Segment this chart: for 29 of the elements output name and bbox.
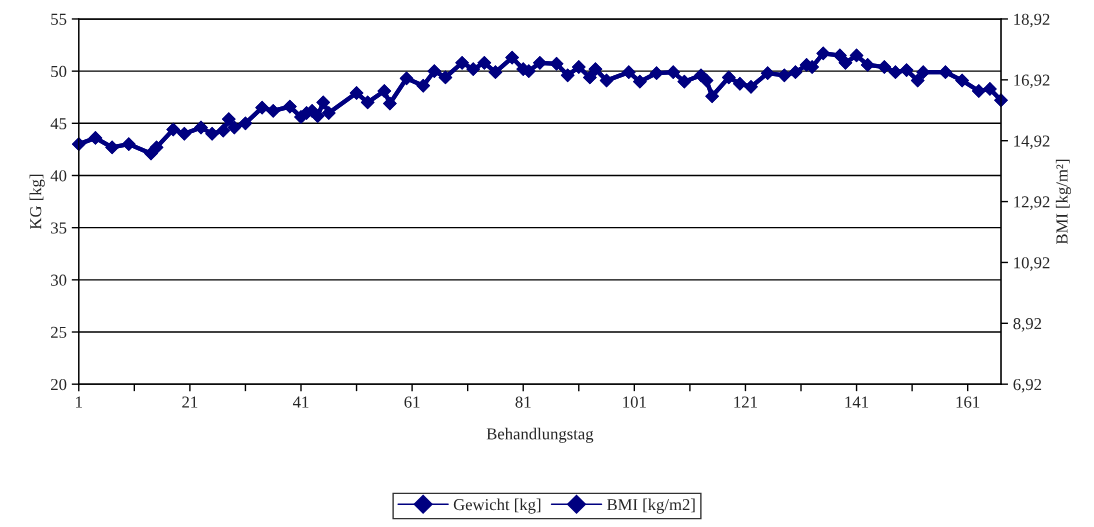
y-tick-label: 35 xyxy=(51,222,67,234)
y2-axis-title: BMI [kg/m²] xyxy=(1055,159,1072,245)
x-tick-label: 161 xyxy=(956,396,980,408)
y-tick-label: 25 xyxy=(51,326,67,338)
legend-label: Gewicht [kg] xyxy=(453,498,541,514)
y-tick-label: 20 xyxy=(51,378,67,391)
legend-label: BMI [kg/m2] xyxy=(607,498,695,514)
y2-tick-label: 12,92 xyxy=(1014,196,1050,210)
y2-tick-label: 18,92 xyxy=(1014,13,1050,28)
y2-tick-label: 14,92 xyxy=(1014,135,1050,150)
y-tick-label: 40 xyxy=(50,170,67,182)
x-tick-label: 21 xyxy=(182,396,198,408)
y2-tick-label: 10,92 xyxy=(1014,257,1050,271)
x-tick-label: 81 xyxy=(515,396,531,408)
y2-tick-label: 16,92 xyxy=(1014,74,1050,89)
x-tick-label: 1 xyxy=(76,396,82,408)
y-tick-label: 45 xyxy=(50,118,67,130)
x-tick-label: 101 xyxy=(623,396,646,408)
y-axis-title: KG [kg] xyxy=(29,174,45,230)
x-tick-label: 61 xyxy=(404,396,420,408)
x-tick-label: 141 xyxy=(845,396,869,408)
x-axis-title: Behandlungstag xyxy=(486,427,594,443)
x-tick-label: 121 xyxy=(734,396,757,408)
y2-tick-label: 8,92 xyxy=(1013,318,1042,332)
y-tick-label: 50 xyxy=(51,65,67,78)
y-tick-label: 55 xyxy=(51,13,67,25)
x-tick-label: 41 xyxy=(292,396,309,408)
y2-tick-label: 6,92 xyxy=(1013,378,1042,393)
y-tick-label: 30 xyxy=(51,274,67,286)
